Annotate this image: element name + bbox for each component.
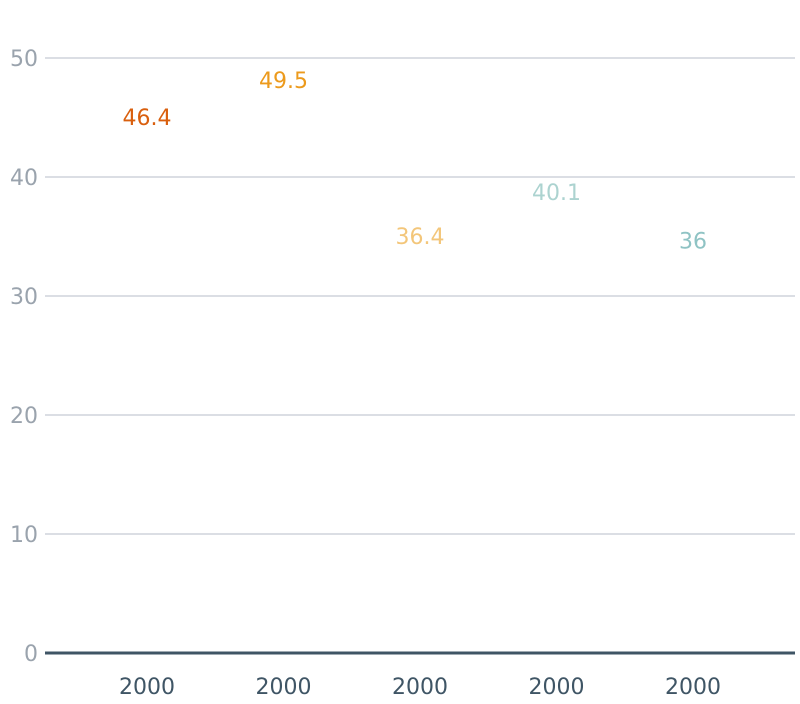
data-labels: 46.4 49.5 36.4 40.1 36 (123, 69, 707, 255)
x-tick-label: 2000 (119, 675, 175, 700)
data-label: 40.1 (532, 181, 581, 206)
y-tick-labels: 0 10 20 30 40 50 (10, 47, 38, 667)
data-label: 36.4 (396, 225, 445, 250)
data-label: 49.5 (259, 69, 308, 94)
y-tick-label: 30 (10, 285, 38, 310)
y-tick-label: 20 (10, 404, 38, 429)
y-tick-label: 50 (10, 47, 38, 72)
y-tick-label: 40 (10, 166, 38, 191)
y-tick-label: 10 (10, 523, 38, 548)
x-tick-label: 2000 (256, 675, 312, 700)
x-tick-label: 2000 (529, 675, 585, 700)
y-tick-label: 0 (24, 642, 38, 667)
x-tick-label: 2000 (665, 675, 721, 700)
data-label: 36 (679, 230, 707, 255)
gridlines (45, 57, 795, 535)
data-label: 46.4 (123, 106, 172, 131)
x-tick-labels: 2000 2000 2000 2000 2000 (119, 675, 721, 700)
x-tick-label: 2000 (392, 675, 448, 700)
